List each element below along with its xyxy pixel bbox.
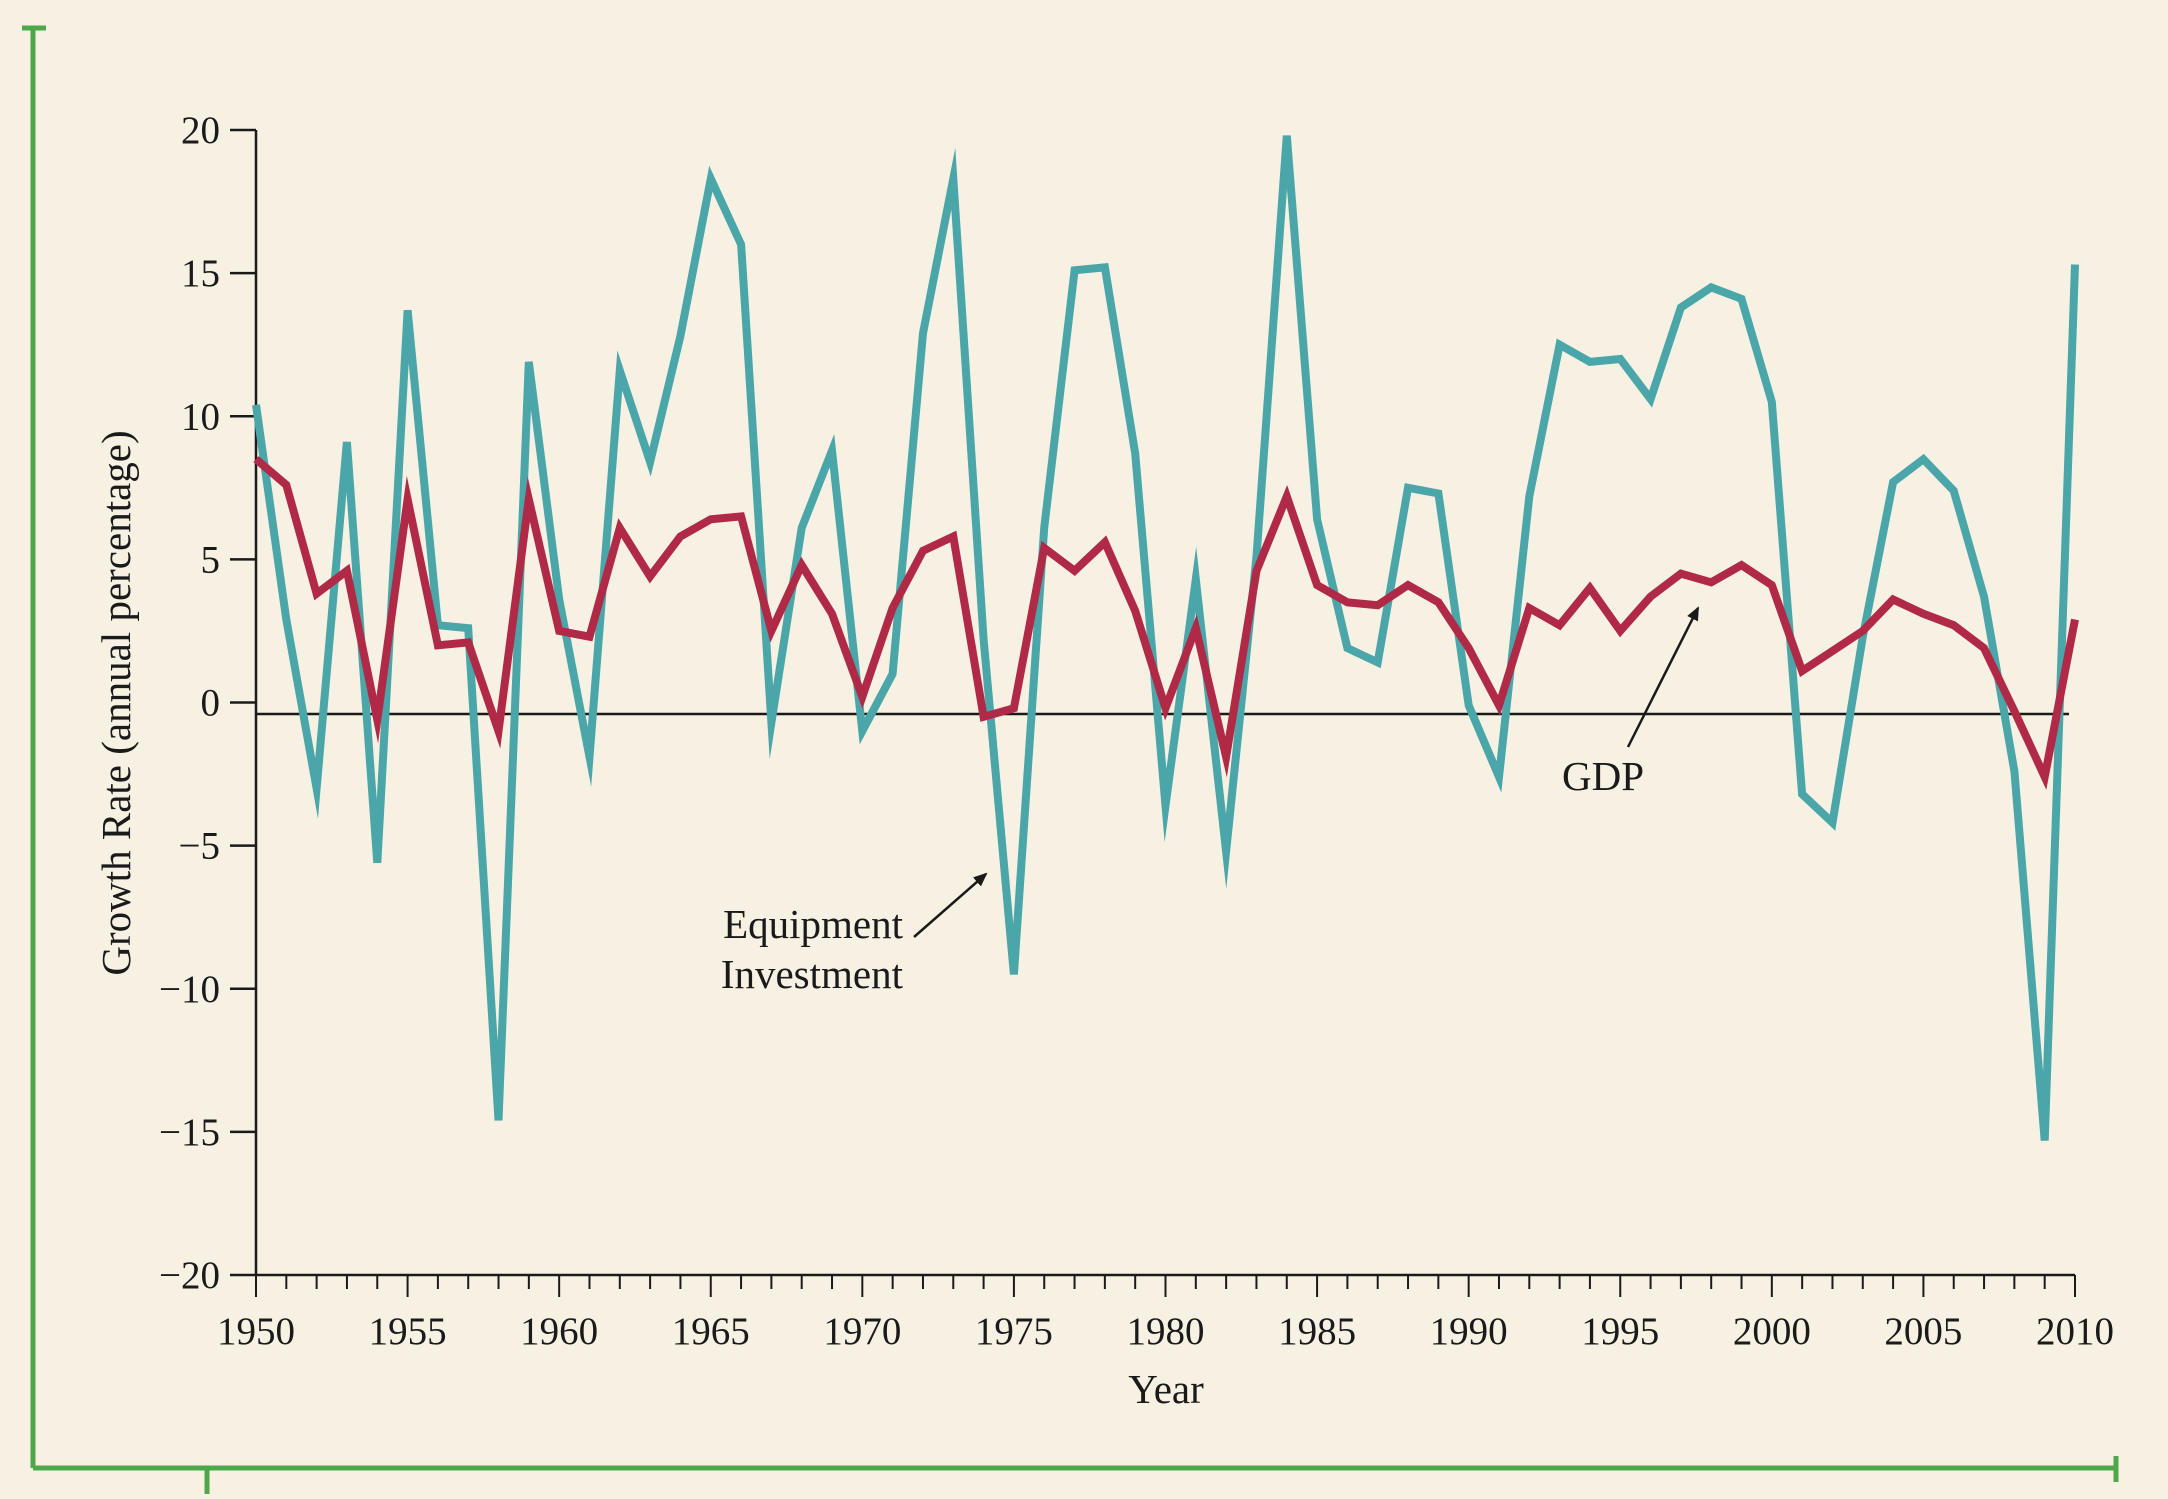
x-tick-label: 1975 xyxy=(975,1310,1053,1353)
x-tick-label: 1950 xyxy=(217,1310,295,1353)
y-tick-label: 10 xyxy=(181,395,220,438)
x-tick-label: 1980 xyxy=(1127,1310,1205,1353)
x-tick-label: 1990 xyxy=(1430,1310,1508,1353)
page-frame-bracket xyxy=(22,25,2119,1494)
x-tick-label: 2005 xyxy=(1884,1310,1962,1353)
x-axis-title: Year xyxy=(1128,1366,1204,1412)
y-tick-label: 0 xyxy=(201,682,221,725)
x-tick-label: 2010 xyxy=(2036,1310,2114,1353)
equipment-annotation-arrow xyxy=(913,872,988,938)
y-tick-label: −10 xyxy=(159,968,220,1011)
equipment-investment-annotation-line2: Investment xyxy=(721,951,904,997)
y-tick-label: −5 xyxy=(179,825,221,868)
series-layer xyxy=(252,135,2079,1141)
y-tick-label: −20 xyxy=(159,1254,220,1297)
y-tick-label: 20 xyxy=(181,109,220,152)
y-tick-label: 5 xyxy=(201,538,221,581)
y-tick-label: −15 xyxy=(159,1111,220,1154)
x-tick-label: 1970 xyxy=(823,1310,901,1353)
gdp-line xyxy=(253,456,2079,790)
x-tick-label: 1985 xyxy=(1278,1310,1356,1353)
equipment-investment-line xyxy=(252,135,2079,1141)
equipment-investment-annotation-line1: Equipment xyxy=(723,901,904,947)
gdp-annotation: GDP xyxy=(1562,753,1644,799)
x-tick-label: 1960 xyxy=(520,1310,598,1353)
x-tick-label: 1955 xyxy=(369,1310,447,1353)
x-tick-label: 2000 xyxy=(1733,1310,1811,1353)
gdp-annotation-arrow xyxy=(1626,606,1700,748)
x-tick-label: 1965 xyxy=(672,1310,750,1353)
x-tick-label: 1995 xyxy=(1581,1310,1659,1353)
y-axis-title: Growth Rate (annual percentage) xyxy=(93,430,139,975)
axes: 20 15 10 5 0 −5 −10 −15 −20 1950 1955 1960 1965 1970 1… xyxy=(159,109,2114,1353)
y-tick-label: 15 xyxy=(181,252,220,295)
